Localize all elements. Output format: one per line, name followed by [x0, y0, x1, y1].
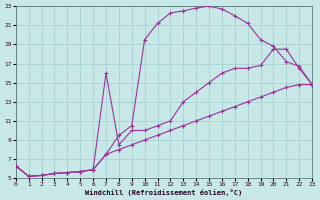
- X-axis label: Windchill (Refroidissement éolien,°C): Windchill (Refroidissement éolien,°C): [85, 189, 243, 196]
